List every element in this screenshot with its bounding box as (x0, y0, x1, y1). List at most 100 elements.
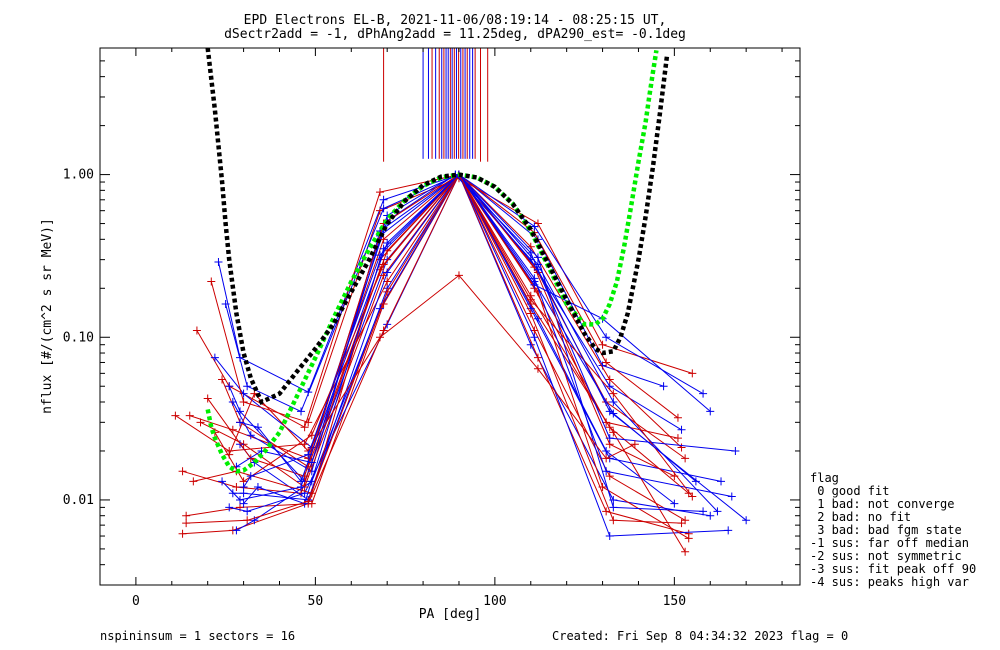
data-point (533, 364, 542, 373)
data-point (253, 483, 262, 492)
data-point (706, 407, 715, 416)
data-point (530, 333, 539, 342)
data-point (376, 188, 384, 197)
legend-item: -1 sus: far off median (810, 536, 969, 550)
data-point (602, 358, 611, 367)
legend-item: 3 bad: bad fgm state (810, 523, 962, 537)
data-point (526, 309, 535, 318)
data-point (602, 467, 611, 476)
legend-item: -3 sus: fit peak off 90 (810, 562, 976, 576)
data-point (598, 340, 607, 349)
data-point (681, 454, 690, 463)
y-tick-label: 0.01 (63, 493, 94, 508)
data-point (684, 489, 693, 498)
data-point (605, 375, 614, 384)
y-axis-label: nflux [#/(cm^2 s sr MeV)] (40, 218, 55, 414)
data-point (706, 511, 715, 520)
data-point (182, 511, 191, 520)
data-point (300, 472, 309, 481)
vertical-lines (383, 48, 489, 162)
series-line (221, 173, 704, 512)
data-point (178, 467, 187, 476)
data-point (530, 280, 539, 289)
data-point (677, 519, 686, 528)
data-point (236, 495, 244, 504)
series-line (214, 173, 693, 497)
x-tick-label: 150 (663, 594, 686, 609)
series-line (175, 173, 686, 553)
data-point (670, 499, 679, 508)
axes: 0 50 100 150 0.01 0.10 1.00 (63, 47, 800, 609)
series-line (228, 173, 697, 483)
data-point (379, 326, 388, 335)
x-axis-label: PA [deg] (419, 607, 482, 622)
data-point (383, 320, 392, 329)
chart-title-line1: EPD Electrons EL-B, 2021-11-06/08:19:14 … (244, 13, 667, 28)
y-tick-label: 0.10 (63, 330, 94, 345)
data-point (717, 477, 726, 486)
data-point (602, 454, 611, 463)
data-point (673, 413, 682, 422)
legend-item: 1 bad: not converge (810, 497, 955, 511)
data-point (232, 483, 241, 492)
data-point (383, 268, 392, 277)
series-line (239, 173, 711, 483)
data-point (605, 407, 614, 416)
data-point (691, 477, 700, 486)
series-line (232, 173, 675, 504)
data-point (239, 483, 248, 492)
series-line (193, 173, 689, 539)
series-line (218, 174, 664, 393)
data-point (602, 507, 611, 516)
x-tick-label: 50 (308, 594, 324, 609)
data-point (178, 529, 187, 538)
series-line (239, 173, 722, 501)
data-point (203, 394, 212, 403)
data-point (236, 407, 244, 416)
data-point (526, 295, 535, 304)
data-point (225, 503, 234, 512)
data-point (192, 326, 201, 335)
data-point (297, 407, 306, 416)
series-line (236, 173, 736, 468)
legend-title: flag (810, 471, 839, 485)
data-point (304, 418, 313, 427)
data-point (677, 443, 686, 452)
data-point (300, 423, 309, 432)
series-line (243, 173, 732, 505)
data-point (243, 382, 252, 391)
data-point (684, 534, 693, 543)
data-point (526, 248, 535, 257)
series-line (182, 173, 689, 535)
legend-item: 2 bad: no fit (810, 510, 911, 524)
data-point (376, 333, 384, 342)
data-point (196, 418, 205, 427)
data-point (688, 492, 697, 501)
data-point (609, 503, 618, 512)
series-line (236, 173, 729, 537)
data-point (533, 265, 542, 274)
data-point (454, 271, 463, 280)
data-point (724, 526, 733, 535)
data-point (297, 477, 306, 486)
data-point (530, 222, 539, 231)
legend: flag 0 good fit 1 bad: not converge 2 ba… (810, 471, 976, 589)
data-point (253, 423, 262, 432)
data-point (383, 238, 392, 247)
data-point (681, 547, 690, 556)
y-tick-label: 1.00 (63, 168, 94, 183)
data-point (605, 532, 614, 541)
data-point (221, 300, 230, 309)
data-point (533, 253, 542, 262)
data-point (383, 287, 392, 296)
data-series (171, 170, 751, 556)
data-point (304, 450, 313, 459)
data-point (182, 519, 191, 528)
data-point (171, 411, 180, 420)
data-point (304, 497, 313, 506)
data-point (659, 382, 668, 391)
data-point (236, 418, 244, 427)
plot-area: 0 50 100 150 0.01 0.10 1.00 (63, 47, 801, 609)
fit-black-curve (205, 48, 670, 405)
